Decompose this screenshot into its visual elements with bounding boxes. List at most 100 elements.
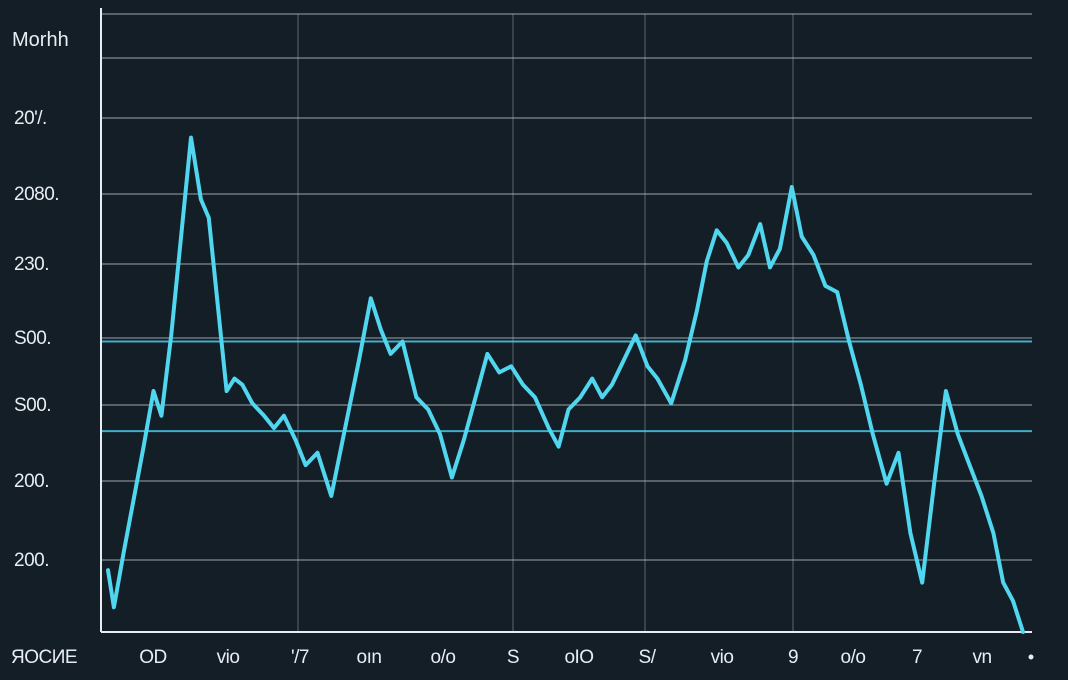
series-point [896, 451, 901, 455]
series-point [329, 494, 333, 498]
series-point [450, 475, 454, 480]
series-point [272, 426, 276, 430]
series-point [944, 389, 948, 393]
series-point [122, 550, 126, 554]
y-tick-label: 200. [14, 550, 49, 571]
y-tick-label: S00. [14, 328, 51, 349]
series-point [250, 401, 254, 405]
series-point [669, 401, 673, 405]
series-point [414, 395, 418, 399]
series-point [106, 568, 110, 572]
axis-layer [100, 8, 1032, 633]
series-point [610, 383, 614, 387]
series-point [169, 333, 173, 337]
series-point [823, 284, 828, 288]
series-point [715, 228, 719, 232]
reference-lines [101, 340, 1032, 433]
series-point [379, 327, 383, 331]
y-tick-label: 230. [14, 254, 49, 275]
series-point [746, 253, 750, 257]
series-point [112, 605, 116, 609]
series-point [1001, 581, 1005, 585]
series-point [847, 339, 851, 344]
series-point [758, 222, 762, 226]
series-point [232, 377, 237, 381]
series-point [932, 482, 936, 486]
series-point [369, 296, 373, 300]
x-tick-label: oIO [564, 647, 593, 668]
x-tick-label: oın [357, 647, 382, 668]
series-point [979, 494, 984, 498]
x-tick-label: '/7 [291, 647, 309, 668]
series-point [871, 432, 875, 436]
x-tick-label: vio [217, 647, 240, 668]
y-tick-label: S00. [14, 395, 51, 416]
series-point [590, 377, 594, 381]
series-point [778, 247, 782, 251]
series-point [991, 531, 996, 535]
series-point [282, 414, 286, 418]
x-tick-label: S [507, 647, 519, 668]
series-point [426, 407, 430, 412]
series-point [304, 463, 308, 467]
series-point [438, 432, 442, 436]
series-point [634, 333, 638, 337]
series-point [357, 358, 361, 362]
series-point [315, 451, 320, 455]
axis-end-marker [1028, 654, 1034, 660]
series-point [497, 370, 501, 374]
y-axis-title: Morhh [12, 29, 69, 51]
x-tick-label: o/o [431, 647, 456, 668]
x-tick-label: S/ [639, 647, 657, 668]
series-point [343, 426, 347, 430]
x-tick-label: ЯОСИЕ [11, 647, 77, 668]
series-point [920, 581, 924, 585]
series-point [462, 438, 466, 442]
series-point [262, 414, 266, 418]
series-point [142, 445, 146, 449]
x-tick-label: 9 [788, 647, 798, 668]
series-point [835, 290, 839, 294]
series-point [389, 352, 393, 356]
series-point [968, 463, 972, 467]
series-point [474, 395, 478, 399]
y-tick-label: 2080. [14, 184, 59, 205]
series-layer [106, 135, 1025, 634]
series-point [811, 253, 816, 257]
series-point [189, 136, 193, 140]
x-tick-label: OD [139, 647, 167, 668]
series-point [521, 383, 525, 387]
series-point [1021, 630, 1025, 634]
series-point [533, 395, 537, 399]
y-tick-label: 200. [14, 471, 49, 492]
series-point [683, 358, 687, 362]
series-point [207, 216, 211, 220]
x-tick-label: vio [711, 647, 734, 668]
series-point [566, 407, 571, 412]
grid-layer [101, 13, 1032, 632]
series-point [859, 383, 863, 387]
series-point [225, 389, 229, 393]
x-tick-label: 7 [912, 647, 922, 668]
series-point [400, 339, 405, 344]
series-point [705, 259, 709, 263]
series-point [509, 364, 513, 368]
label-layer: Morhh 20'/. 2080. 230. S00. S00. 200. 200. ЯОСИ… [11, 29, 1034, 668]
series-point [725, 241, 729, 245]
series-point [790, 185, 794, 189]
series-point [1011, 599, 1015, 603]
series-point [485, 352, 489, 356]
series-point [199, 197, 203, 201]
series-point [151, 389, 156, 393]
series-line [106, 135, 1025, 634]
series-point [645, 364, 650, 368]
series-point [600, 395, 604, 399]
x-tick-label: o/o [841, 647, 866, 668]
series-point [240, 383, 244, 387]
series-point [800, 234, 804, 239]
series-point [578, 395, 582, 399]
series-point [736, 265, 741, 269]
series-point [294, 438, 298, 442]
